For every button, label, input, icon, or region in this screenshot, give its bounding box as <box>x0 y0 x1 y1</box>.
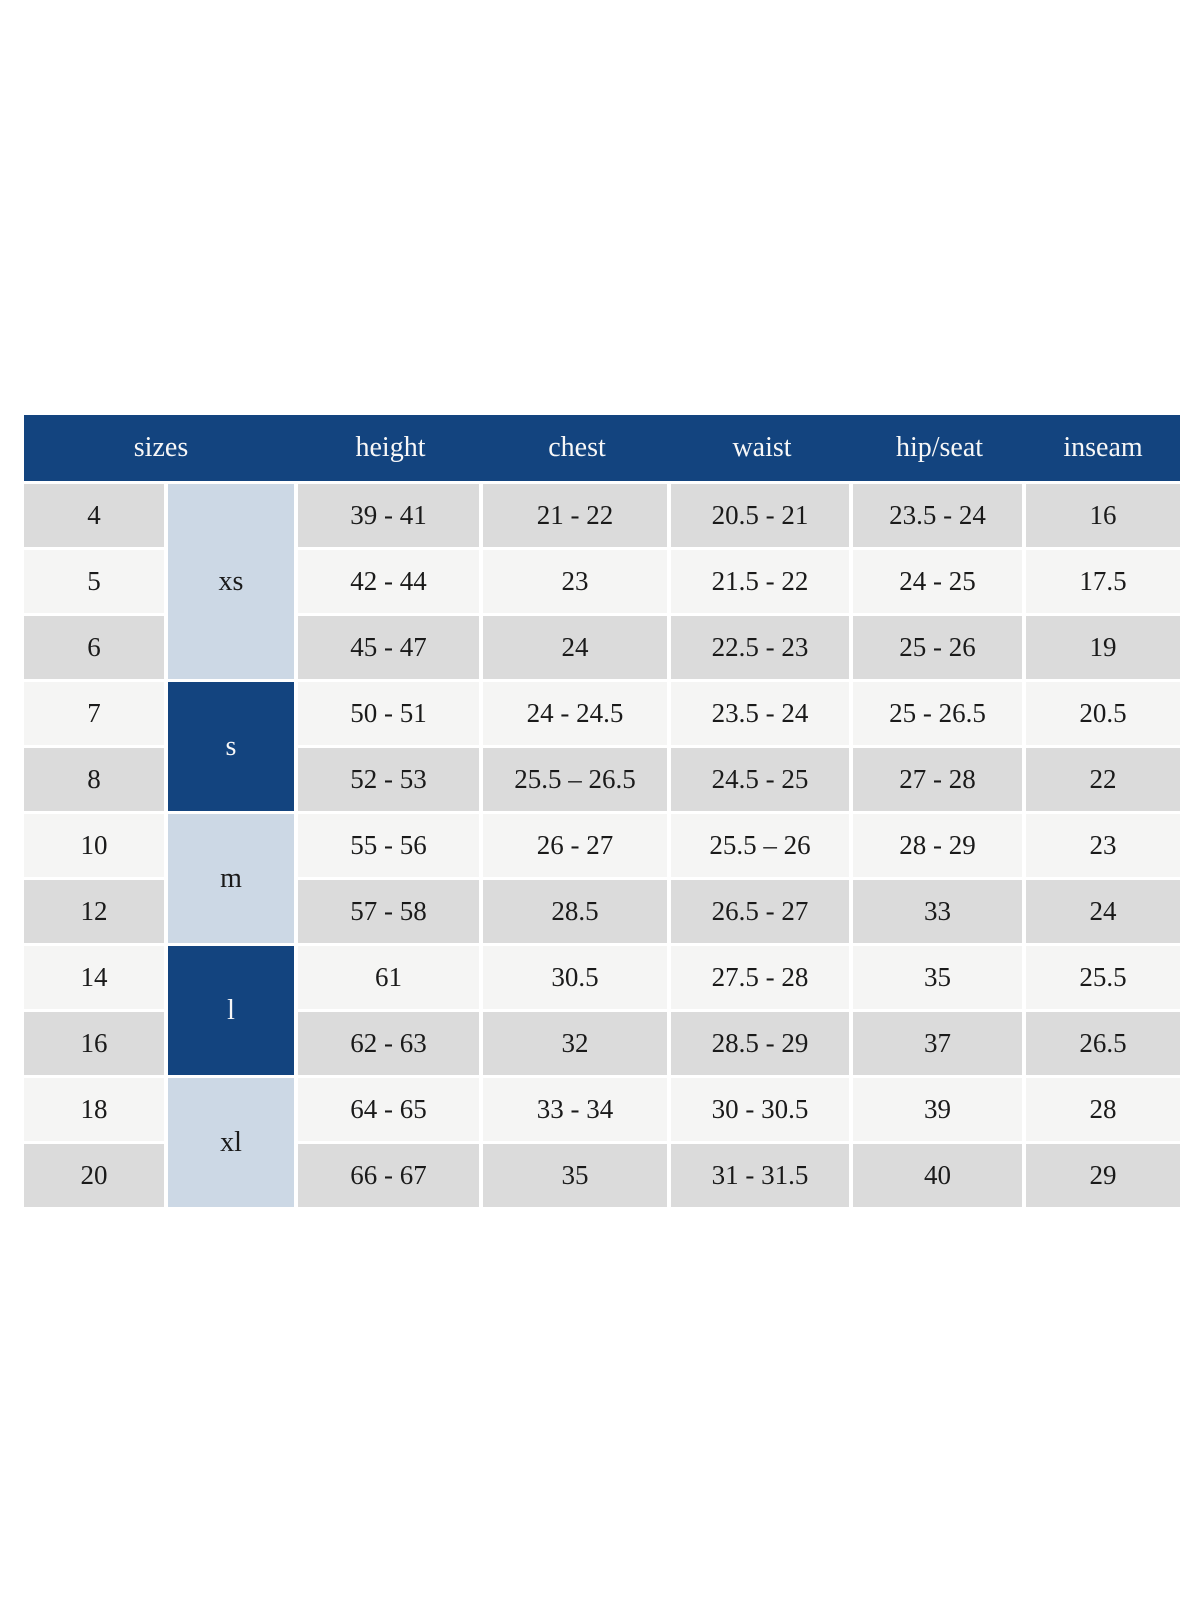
height-cell: 57 - 58 <box>298 880 483 946</box>
chest-cell: 25.5 – 26.5 <box>483 748 671 814</box>
waist-cell: 23.5 - 24 <box>671 682 853 748</box>
waist-cell: 25.5 – 26 <box>671 814 853 880</box>
height-cell: 45 - 47 <box>298 616 483 682</box>
chest-cell: 23 <box>483 550 671 616</box>
size-group-cell-m: m <box>168 814 298 946</box>
waist-cell: 24.5 - 25 <box>671 748 853 814</box>
waist-cell: 26.5 - 27 <box>671 880 853 946</box>
chest-cell: 28.5 <box>483 880 671 946</box>
size-cell: 18 <box>24 1078 168 1144</box>
header-row: sizes height chest waist hip/seat inseam <box>24 415 1180 484</box>
waist-cell: 28.5 - 29 <box>671 1012 853 1078</box>
inseam-cell: 25.5 <box>1026 946 1180 1012</box>
size-group-cell-l: l <box>168 946 298 1078</box>
height-cell: 42 - 44 <box>298 550 483 616</box>
size-cell: 14 <box>24 946 168 1012</box>
hip-seat-cell: 23.5 - 24 <box>853 484 1026 550</box>
waist-cell: 20.5 - 21 <box>671 484 853 550</box>
header-waist: waist <box>671 415 853 484</box>
header-sizes: sizes <box>24 415 298 484</box>
hip-seat-cell: 33 <box>853 880 1026 946</box>
size-cell: 6 <box>24 616 168 682</box>
header-chest: chest <box>483 415 671 484</box>
height-cell: 52 - 53 <box>298 748 483 814</box>
waist-cell: 22.5 - 23 <box>671 616 853 682</box>
hip-seat-cell: 39 <box>853 1078 1026 1144</box>
height-cell: 64 - 65 <box>298 1078 483 1144</box>
chest-cell: 24 <box>483 616 671 682</box>
height-cell: 62 - 63 <box>298 1012 483 1078</box>
hip-seat-cell: 40 <box>853 1144 1026 1210</box>
inseam-cell: 16 <box>1026 484 1180 550</box>
hip-seat-cell: 24 - 25 <box>853 550 1026 616</box>
size-cell: 20 <box>24 1144 168 1210</box>
table-row-size-5: 5 42 - 44 23 21.5 - 22 24 - 25 17.5 <box>24 550 1180 616</box>
chest-cell: 32 <box>483 1012 671 1078</box>
size-group-cell-xl: xl <box>168 1078 298 1210</box>
height-cell: 55 - 56 <box>298 814 483 880</box>
inseam-cell: 20.5 <box>1026 682 1180 748</box>
table-row-size-10: 10 m 55 - 56 26 - 27 25.5 – 26 28 - 29 2… <box>24 814 1180 946</box>
chest-cell: 33 - 34 <box>483 1078 671 1144</box>
size-cell: 16 <box>24 1012 168 1078</box>
waist-cell: 31 - 31.5 <box>671 1144 853 1210</box>
hip-seat-cell: 28 - 29 <box>853 814 1026 880</box>
size-cell: 8 <box>24 748 168 814</box>
table-row-size-14: 14 l 61 30.5 27.5 - 28 35 25.5 <box>24 946 1180 1078</box>
table-row-size-18: 18 xl 64 - 65 33 - 34 30 - 30.5 39 28 <box>24 1078 1180 1210</box>
table-row-size-16: 16 62 - 63 32 28.5 - 29 37 26.5 <box>24 1012 1180 1078</box>
chest-cell: 26 - 27 <box>483 814 671 880</box>
size-group-cell-s: s <box>168 682 298 814</box>
header-height: height <box>298 415 483 484</box>
inseam-cell: 26.5 <box>1026 1012 1180 1078</box>
table-row-size-12: 12 57 - 58 28.5 26.5 - 27 33 24 <box>24 880 1180 946</box>
table-row-size-4: 4 xs 39 - 41 21 - 22 20.5 - 21 23.5 - 24… <box>24 484 1180 682</box>
hip-seat-cell: 37 <box>853 1012 1026 1078</box>
chest-cell: 30.5 <box>483 946 671 1012</box>
size-cell: 7 <box>24 682 168 748</box>
size-cell: 12 <box>24 880 168 946</box>
inseam-cell: 28 <box>1026 1078 1180 1144</box>
inseam-cell: 29 <box>1026 1144 1180 1210</box>
chest-cell: 24 - 24.5 <box>483 682 671 748</box>
size-cell: 4 <box>24 484 168 550</box>
size-cell: 5 <box>24 550 168 616</box>
chest-cell: 21 - 22 <box>483 484 671 550</box>
height-cell: 66 - 67 <box>298 1144 483 1210</box>
waist-cell: 21.5 - 22 <box>671 550 853 616</box>
inseam-cell: 23 <box>1026 814 1180 880</box>
height-cell: 39 - 41 <box>298 484 483 550</box>
inseam-cell: 22 <box>1026 748 1180 814</box>
size-group-cell-xs: xs <box>168 484 298 682</box>
inseam-cell: 17.5 <box>1026 550 1180 616</box>
height-cell: 50 - 51 <box>298 682 483 748</box>
height-cell: 61 <box>298 946 483 1012</box>
table-row-size-7: 7 s 50 - 51 24 - 24.5 23.5 - 24 25 - 26.… <box>24 682 1180 814</box>
inseam-cell: 24 <box>1026 880 1180 946</box>
table-row-size-8: 8 52 - 53 25.5 – 26.5 24.5 - 25 27 - 28 … <box>24 748 1180 814</box>
table-row-size-6: 6 45 - 47 24 22.5 - 23 25 - 26 19 <box>24 616 1180 682</box>
size-chart-table: sizes height chest waist hip/seat inseam… <box>24 415 1180 1210</box>
hip-seat-cell: 27 - 28 <box>853 748 1026 814</box>
size-cell: 10 <box>24 814 168 880</box>
header-inseam: inseam <box>1026 415 1180 484</box>
hip-seat-cell: 35 <box>853 946 1026 1012</box>
hip-seat-cell: 25 - 26 <box>853 616 1026 682</box>
table-row-size-20: 20 66 - 67 35 31 - 31.5 40 29 <box>24 1144 1180 1210</box>
header-hip-seat: hip/seat <box>853 415 1026 484</box>
inseam-cell: 19 <box>1026 616 1180 682</box>
hip-seat-cell: 25 - 26.5 <box>853 682 1026 748</box>
chest-cell: 35 <box>483 1144 671 1210</box>
waist-cell: 30 - 30.5 <box>671 1078 853 1144</box>
waist-cell: 27.5 - 28 <box>671 946 853 1012</box>
